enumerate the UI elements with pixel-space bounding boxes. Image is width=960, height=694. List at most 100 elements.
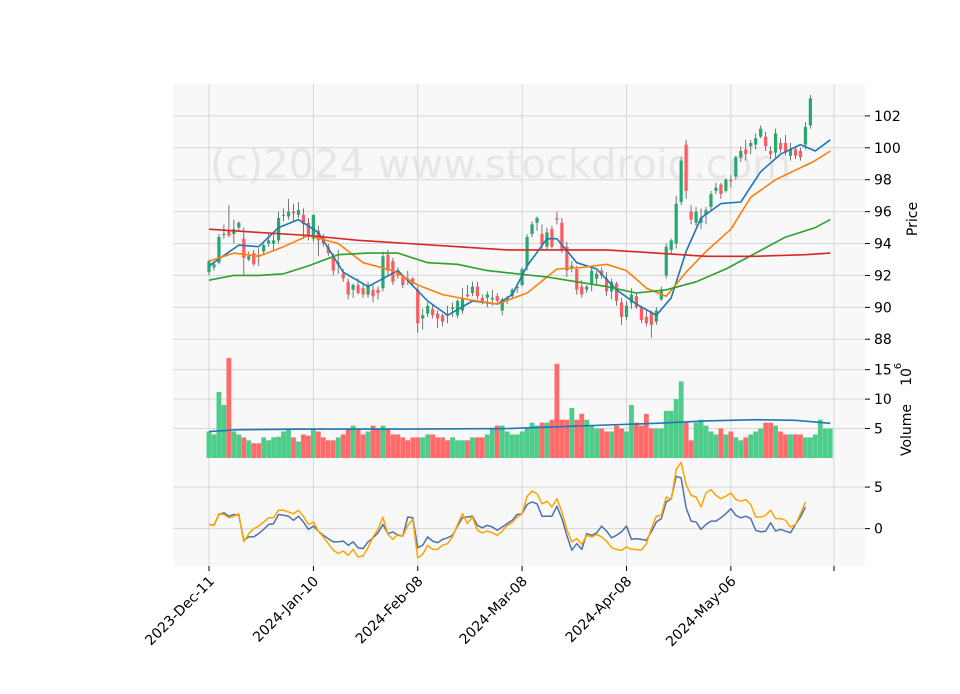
volume-bar bbox=[564, 419, 570, 458]
volume-bar bbox=[211, 434, 217, 458]
volume-bar bbox=[301, 434, 306, 458]
candle-body bbox=[252, 253, 256, 265]
volume-bar bbox=[614, 425, 619, 458]
volume-bar bbox=[748, 434, 754, 458]
candle-body bbox=[798, 151, 803, 158]
candle-body bbox=[624, 305, 629, 317]
candle-body bbox=[311, 214, 315, 239]
volume-bar bbox=[758, 428, 764, 458]
candle-body bbox=[296, 210, 301, 215]
candle-body bbox=[679, 160, 683, 203]
volume-bar bbox=[445, 440, 450, 458]
candle-body bbox=[609, 281, 614, 292]
candle-body bbox=[565, 246, 569, 271]
volume-bar bbox=[579, 413, 585, 458]
candle-body bbox=[803, 127, 807, 145]
volume-bar bbox=[624, 431, 629, 458]
candle-body bbox=[416, 289, 420, 324]
candle-body bbox=[426, 305, 430, 314]
moving-average-line bbox=[208, 218, 831, 294]
volume-bar bbox=[470, 437, 475, 458]
candle-body bbox=[490, 297, 494, 300]
volume-bar bbox=[594, 428, 600, 458]
volume-bar bbox=[723, 434, 729, 458]
volume-bar bbox=[728, 431, 734, 458]
candle-body bbox=[729, 179, 733, 182]
candle-body bbox=[351, 285, 355, 290]
candle-body bbox=[570, 265, 574, 268]
x-tick-label: 2024-Feb-08 bbox=[353, 574, 427, 648]
volume-bar bbox=[718, 428, 724, 458]
volume-axis-tick-label: 5 bbox=[874, 422, 883, 438]
volume-bar bbox=[499, 425, 505, 458]
candle-body bbox=[560, 222, 564, 250]
volume-bar bbox=[484, 434, 490, 458]
candle-body bbox=[242, 238, 246, 258]
volume-bar bbox=[812, 434, 818, 458]
volume-bar bbox=[693, 422, 699, 458]
price-axis-tick-label: 98 bbox=[874, 173, 892, 189]
candle-body bbox=[614, 283, 619, 301]
candle-body bbox=[480, 297, 484, 301]
candle-body bbox=[237, 222, 241, 228]
candle-body bbox=[629, 294, 634, 303]
volume-bar bbox=[251, 443, 257, 458]
volume-bar bbox=[365, 431, 371, 458]
volume-bar bbox=[335, 437, 341, 458]
volume-bar bbox=[753, 431, 759, 458]
volume-bar bbox=[788, 434, 793, 458]
volume-bar bbox=[221, 405, 227, 458]
candle-body bbox=[401, 277, 405, 285]
candle-body bbox=[773, 133, 778, 153]
volume-bar bbox=[340, 434, 346, 458]
candle-body bbox=[699, 218, 703, 223]
volume-bar bbox=[509, 434, 515, 458]
volume-bar bbox=[455, 440, 460, 458]
candle-body bbox=[719, 184, 723, 195]
volume-bar bbox=[330, 440, 336, 458]
candle-body bbox=[793, 149, 798, 156]
candle-body bbox=[575, 269, 579, 290]
candle-body bbox=[783, 143, 788, 153]
candle-body bbox=[500, 299, 504, 311]
candle-body bbox=[301, 214, 306, 225]
oscillator-line bbox=[208, 475, 807, 551]
candle-body bbox=[674, 203, 678, 244]
volume-axis-tick-label: 10 bbox=[874, 392, 892, 408]
volume-bar bbox=[668, 410, 674, 458]
volume-bar bbox=[425, 434, 431, 458]
candle-body bbox=[455, 300, 460, 316]
candle-body bbox=[421, 315, 425, 319]
volume-bar bbox=[494, 425, 500, 458]
price-axis-tick-label: 88 bbox=[874, 332, 892, 348]
volume-bar bbox=[529, 422, 535, 458]
volume-bar bbox=[504, 431, 510, 458]
candle-body bbox=[431, 308, 435, 316]
volume-bar bbox=[783, 434, 788, 458]
candle-body bbox=[331, 256, 335, 271]
candle-body bbox=[306, 222, 310, 236]
volume-bar bbox=[773, 425, 778, 458]
volume-bar bbox=[653, 428, 659, 458]
candle-body bbox=[525, 237, 529, 266]
volume-bar bbox=[559, 419, 565, 458]
candle-body bbox=[341, 273, 345, 279]
candle-body bbox=[754, 138, 758, 145]
volume-bar bbox=[286, 428, 291, 458]
volume-bar bbox=[435, 437, 441, 458]
candle-body bbox=[605, 278, 609, 292]
candle-body bbox=[460, 297, 465, 311]
volume-axis-label: Volume bbox=[899, 404, 915, 456]
candle-body bbox=[595, 273, 599, 279]
candle-body bbox=[485, 294, 489, 298]
candle-body bbox=[649, 312, 653, 325]
volume-bar bbox=[440, 437, 445, 458]
volume-bar bbox=[658, 428, 664, 458]
candle-body bbox=[281, 214, 286, 216]
candle-body bbox=[247, 256, 251, 260]
candle-body bbox=[639, 307, 643, 321]
volume-bar bbox=[519, 431, 525, 458]
volume-bar bbox=[703, 425, 709, 458]
volume-bar bbox=[325, 440, 331, 458]
